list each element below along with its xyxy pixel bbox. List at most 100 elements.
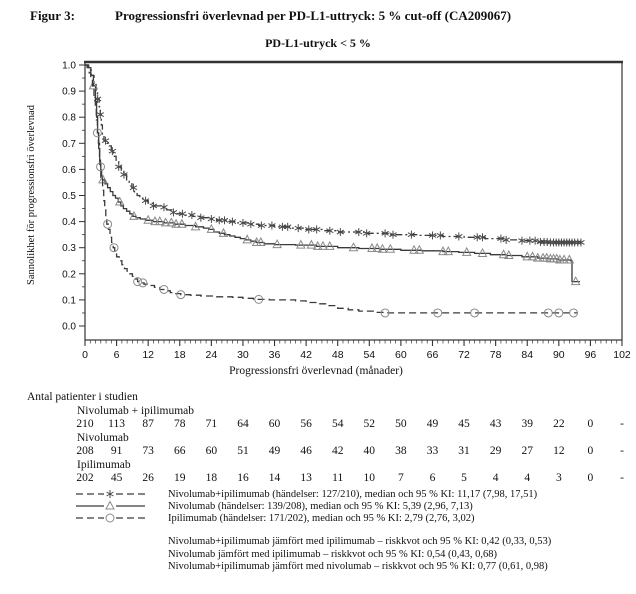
risk-count: 16 [237,472,249,484]
risk-count: 52 [363,418,376,430]
triangle-marker-icon [206,223,217,233]
asterisk-marker-icon [577,238,585,247]
triangle-marker-icon [296,239,306,249]
legend-entry-text: Nivolumab (händelser: 139/208), median o… [168,500,473,512]
asterisk-marker-icon [247,220,255,229]
asterisk-marker-icon [114,162,123,171]
risk-count: 49 [426,418,439,430]
risk-count: 60 [268,418,281,430]
asterisk-marker-icon [178,209,187,218]
triangle-marker-icon [503,249,514,260]
svg-text:36: 36 [269,349,281,361]
risk-count: 50 [395,418,407,430]
asterisk-marker-icon [478,233,487,242]
x-axis: 0 6 12 18 24 30 36 42 48 54 60 66 72 78 84 90 96 102 [82,340,631,361]
asterisk-marker-icon [106,490,114,498]
asterisk-marker-icon [294,224,302,233]
asterisk-marker-icon [355,228,363,237]
triangle-marker-icon [443,246,454,256]
triangle-marker-icon [312,240,323,250]
svg-text:90: 90 [553,349,565,361]
triangle-marker-icon [177,218,187,228]
risk-table-heading: Antal patienter i studien [27,391,138,403]
risk-count: 51 [237,445,249,457]
asterisk-marker-icon [108,147,117,156]
triangle-marker-icon [256,236,266,246]
risk-count: 66 [174,445,186,457]
svg-text:48: 48 [332,349,344,361]
risk-count: 45 [110,472,123,484]
risk-count: 45 [458,418,470,430]
risk-count: 71 [205,418,218,430]
triangle-marker-icon [532,252,543,262]
asterisk-marker-icon [268,221,276,230]
triangle-marker-icon [306,239,317,249]
asterisk-marker-icon [160,203,168,212]
asterisk-marker-icon [546,238,555,247]
risk-count: 39 [521,418,533,430]
risk-group-label: Nivolumab + ipilimumab [77,405,195,417]
asterisk-marker-icon [531,236,539,245]
risk-count: 64 [237,418,249,430]
risk-count: 91 [110,445,123,457]
triangle-marker-icon [160,217,171,227]
legend-entry-text: Nivolumab+ipilimumab (händelser: 127/210… [168,488,538,500]
triangle-marker-icon [564,254,575,264]
km-curve-ipilimumab [85,64,579,318]
risk-count: 60 [205,445,218,457]
risk-count: 0 [587,418,594,430]
risk-count: 40 [363,445,376,457]
circle-marker-icon [103,219,113,229]
svg-text:102: 102 [613,349,631,361]
figure-number-label: Figur 3: [30,8,75,23]
risk-count: 10 [363,472,376,484]
svg-text:18: 18 [174,349,186,361]
asterisk-marker-icon [502,235,510,244]
triangle-marker-icon [166,217,177,227]
risk-count: 43 [489,418,502,430]
risk-count: 208 [76,445,94,457]
svg-text:0: 0 [82,349,88,361]
asterisk-marker-icon [574,238,582,247]
triangle-marker-icon [114,196,125,206]
asterisk-marker-icon [141,196,150,205]
triangle-marker-icon [377,243,388,253]
asterisk-marker-icon [389,230,397,239]
triangle-marker-icon [409,244,419,254]
asterisk-marker-icon [129,183,138,192]
svg-text:0.0: 0.0 [62,322,76,333]
triangle-marker-icon [154,216,165,226]
svg-text:0.4: 0.4 [62,217,76,228]
asterisk-marker-icon [336,228,345,237]
risk-count: 42 [331,445,344,457]
risk-count: 73 [142,445,154,457]
asterisk-marker-icon [188,211,196,220]
asterisk-marker-icon [283,222,292,231]
asterisk-marker-icon [169,208,178,217]
risk-count: 18 [205,472,218,484]
triangle-marker-icon [348,242,359,252]
asterisk-marker-icon [305,225,313,234]
triangle-marker-icon [522,251,533,261]
figure-title: Progressionsfri överlevnad per PD-L1-utt… [115,8,512,23]
risk-count: 3 [555,472,562,484]
svg-text:12: 12 [142,349,154,361]
risk-count: 49 [268,445,281,457]
circle-marker-icon [92,128,102,138]
asterisk-marker-icon [257,221,266,230]
risk-count: 4 [524,472,531,484]
km-plot: 0.0 0.1 0.2 0.3 0.4 0.5 0.6 0.7 0.8 0.9 1.0 0 6 12 18 2… [26,61,631,378]
asterisk-marker-icon [362,229,371,238]
risk-count: 13 [300,472,312,484]
risk-count: 11 [332,472,344,484]
svg-text:1.0: 1.0 [62,61,76,72]
asterisk-marker-icon [312,225,321,234]
risk-count: 56 [300,418,312,430]
svg-text:54: 54 [363,349,375,361]
triangle-marker-icon [438,246,448,256]
stats-line: Nivolumab+ipilimumab jämfört med nivolum… [168,561,548,573]
risk-count: 0 [587,472,594,484]
triangle-marker-icon [414,244,425,254]
hazard-ratio-stats: Nivolumab+ipilimumab jämfört med ipilimu… [168,536,551,574]
risk-group-label: Nivolumab [77,432,129,444]
